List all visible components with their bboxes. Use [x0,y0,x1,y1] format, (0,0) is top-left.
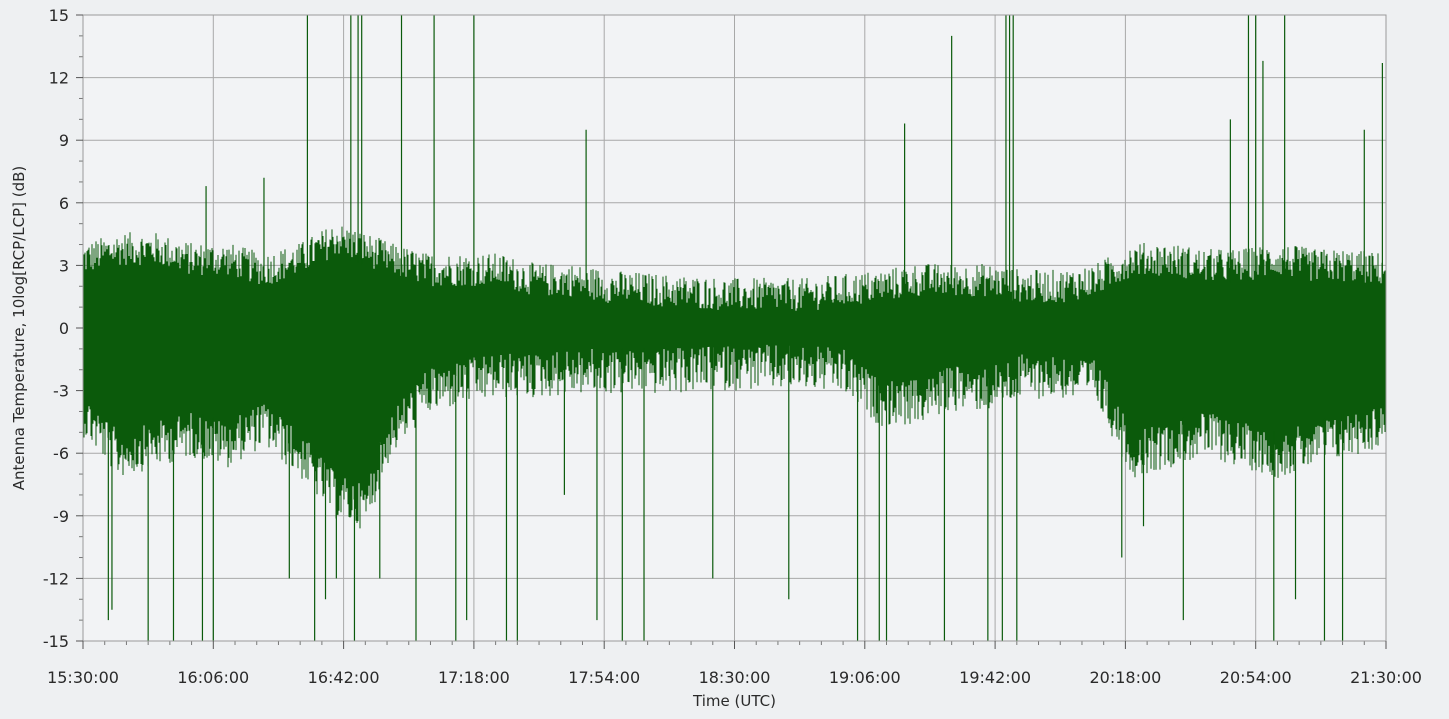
x-tick-label: 21:30:00 [1350,668,1422,687]
y-tick-label: -3 [53,382,69,401]
y-tick-label: -12 [43,569,69,588]
x-tick-label: 17:18:00 [438,668,510,687]
x-axis-title: Time (UTC) [692,692,776,710]
minor-ticks [79,35,1365,645]
y-tick-label: 15 [49,6,69,25]
y-tick-label: -9 [53,507,69,526]
series-layer [83,15,1386,641]
x-tick-label: 20:18:00 [1089,668,1161,687]
x-tick-label: 19:06:00 [829,668,901,687]
x-tick-label: 18:30:00 [699,668,771,687]
y-tick-label: 9 [59,131,69,150]
series-noise [83,226,1386,529]
y-tick-label: -15 [43,632,69,651]
x-tick-label: 16:06:00 [177,668,249,687]
x-tick-label: 20:54:00 [1220,668,1292,687]
x-tick-label: 16:42:00 [308,668,380,687]
x-tick-label: 19:42:00 [959,668,1031,687]
y-tick-label: 6 [59,194,69,213]
y-tick-label: 3 [59,256,69,275]
x-tick-label: 15:30:00 [47,668,119,687]
x-tick-label: 17:54:00 [568,668,640,687]
y-axis-title: Antenna Temperature, 10log[RCP/LCP] (dB) [10,166,28,490]
y-tick-labels: -15 -12 -9 -6 -3 0 3 6 9 12 15 [43,6,83,651]
x-tick-labels: 15:30:00 16:06:00 16:42:00 17:18:00 17:54:00… [47,641,1422,687]
y-tick-label: 0 [59,319,69,338]
y-tick-label: -6 [53,444,69,463]
y-tick-label: 12 [49,69,69,88]
